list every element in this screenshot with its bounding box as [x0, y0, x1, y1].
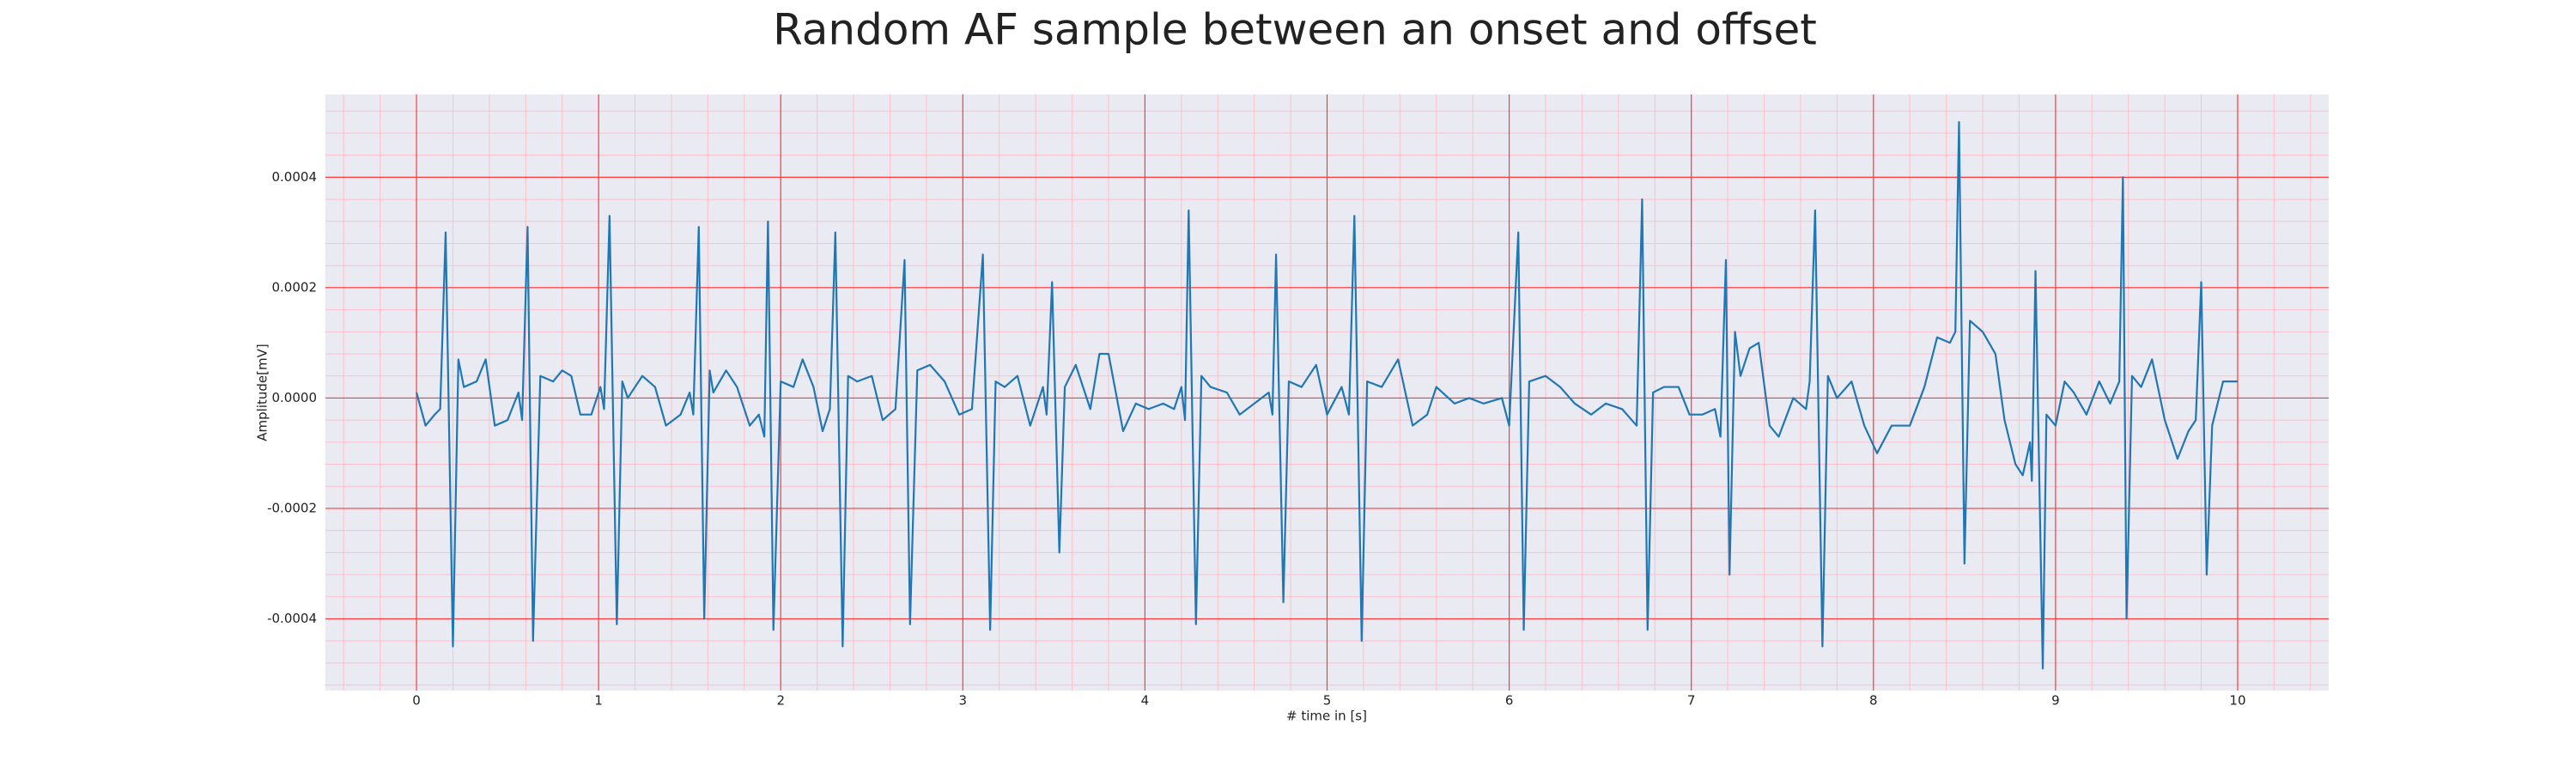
y-axis-label: Amplitude[mV]: [255, 344, 270, 441]
x-tick-label: 8: [1869, 693, 1878, 709]
chart-title: Random AF sample between an onset and of…: [773, 5, 1817, 55]
x-tick-label: 7: [1687, 693, 1696, 709]
x-tick-label: 5: [1323, 693, 1332, 709]
y-tick-label: 0.0004: [272, 169, 318, 185]
x-tick-label: 4: [1141, 693, 1150, 709]
y-tick-label: -0.0002: [267, 500, 317, 515]
signal-line: [415, 121, 2238, 670]
y-tick-label: -0.0004: [267, 611, 317, 626]
x-tick-label: 6: [1505, 693, 1514, 709]
x-axis-label: # time in [s]: [1286, 709, 1367, 724]
x-tick-label: 1: [594, 693, 603, 709]
x-tick-label: 0: [412, 693, 421, 709]
x-tick-label: 9: [2051, 693, 2060, 709]
x-tick-label: 3: [959, 693, 968, 709]
y-tick-label: 0.0000: [272, 390, 318, 405]
y-tick-label: 0.0002: [272, 279, 318, 295]
x-tick-label: 10: [2229, 693, 2245, 709]
x-tick-label: 2: [776, 693, 785, 709]
